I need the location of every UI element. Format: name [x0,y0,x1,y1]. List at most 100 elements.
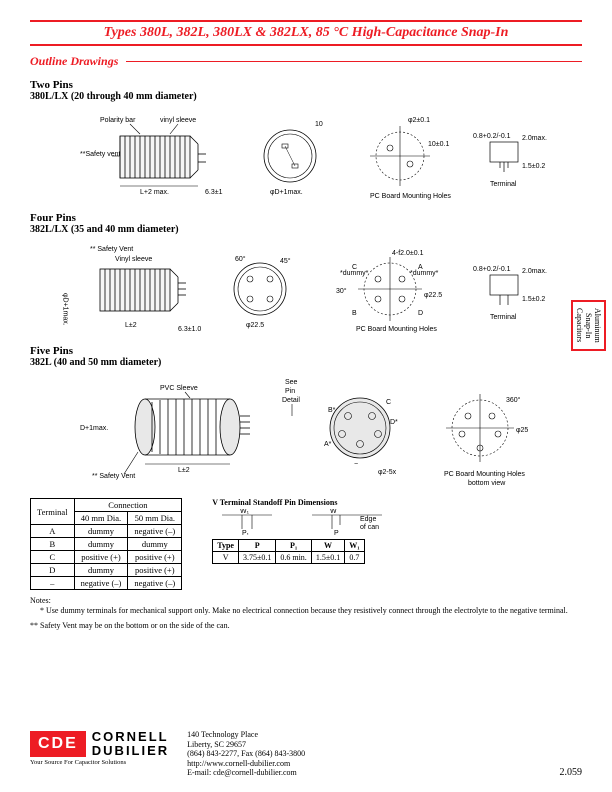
th-terminal: Terminal [31,499,75,525]
svg-text:** Safety Vent: ** Safety Vent [90,246,133,253]
svg-text:6.3±1.0: 6.3±1.0 [178,326,201,333]
table-row: V 3.75±0.1 0.6 min. 1.5±0.1 0.7 [213,552,364,564]
svg-text:φD+1max.: φD+1max. [270,189,303,196]
svg-text:B*: B* [328,407,336,414]
svg-text:bottom view: bottom view [468,480,506,487]
svg-text:**Safety vent: **Safety vent [80,151,121,158]
pin-dimensions-block: V Terminal Standoff Pin Dimensions W₁ W E… [212,498,392,564]
th-40: 40 mm Dia. [74,512,128,525]
svg-text:W₁: W₁ [240,509,250,515]
svg-text:** Safety Vent: ** Safety Vent [92,473,135,480]
svg-text:Detail: Detail [282,397,300,404]
svg-text:L+2 max.: L+2 max. [140,189,169,196]
svg-text:D*: D* [390,419,398,426]
five-pins-drawing: PVC Sleeve D+1max. ** Safety Vent L±2 Se… [30,372,582,492]
svg-text:1.5±0.2: 1.5±0.2 [522,296,545,303]
table-row: Ddummypositive (+) [31,564,182,577]
svg-text:10: 10 [315,121,323,128]
svg-text:vinyl sleeve: vinyl sleeve [160,117,196,124]
address: 140 Technology Place Liberty, SC 29657 (… [187,730,305,778]
svg-text:0.8+0.2/-0.1: 0.8+0.2/-0.1 [473,133,511,140]
svg-text:φ25: φ25 [516,427,528,434]
svg-text:L±2: L±2 [178,467,190,474]
svg-text:P: P [334,530,339,535]
tables-row: Terminal Connection 40 mm Dia. 50 mm Dia… [30,498,582,590]
svg-text:Pin: Pin [285,388,295,395]
svg-text:B: B [352,310,357,317]
pin-table: Type P P₁ W W₁ V 3.75±0.1 0.6 min. 1.5±0… [212,539,364,564]
svg-text:φ22.5: φ22.5 [246,322,264,329]
th-connection: Connection [74,499,182,512]
four-pins-head: Four Pins [30,212,582,224]
svg-text:A: A [418,264,423,271]
two-pins-sub: 380L/LX (20 through 40 mm diameter) [30,91,582,102]
svg-text:φ2-5x: φ2-5x [378,469,397,476]
svg-text:2.0max.: 2.0max. [522,135,547,142]
five-pins-sub: 382L (40 and 50 mm diameter) [30,357,582,368]
svg-text:*dummy*: *dummy* [340,270,369,277]
notes: Notes: * Use dummy terminals for mechani… [30,596,582,631]
svg-text:φD+1max.: φD+1max. [62,293,69,326]
table-row: Cpositive (+)positive (+) [31,551,182,564]
four-pins-drawing: ** Safety Vent Vinyl sleeve φD+1max. L±2… [30,239,582,339]
svg-text:0.8+0.2/-0.1: 0.8+0.2/-0.1 [473,266,511,273]
svg-text:Polarity bar: Polarity bar [100,117,136,124]
svg-text:See: See [285,379,298,386]
svg-text:10±0.1: 10±0.1 [428,141,449,148]
svg-text:4-f2.0±0.1: 4-f2.0±0.1 [392,250,424,257]
logo-icon: CDE [30,731,86,757]
two-pins-head: Two Pins [30,79,582,91]
svg-text:PC Board Mounting Holes: PC Board Mounting Holes [444,471,525,478]
pin-diagram: W₁ W Edgeof can P P₁ [212,509,392,535]
svg-text:L±2: L±2 [125,322,137,329]
svg-text:PC Board Mounting Holes: PC Board Mounting Holes [356,326,437,333]
svg-text:Edge: Edge [360,516,376,523]
svg-text:*dummy*: *dummy* [410,270,439,277]
svg-text:PVC Sleeve: PVC Sleeve [160,385,198,392]
table-row: Bdummydummy [31,538,182,551]
svg-text:PC Board Mounting Holes: PC Board Mounting Holes [370,193,451,200]
note-1: * Use dummy terminals for mechanical sup… [30,606,582,616]
logo-block: CDE CORNELL DUBILIER Your Source For Cap… [30,730,305,778]
title-bar: Types 380L, 382L, 380LX & 382LX, 85 °C H… [30,20,582,46]
logo-name1: CORNELL [92,730,169,744]
outline-heading-row: Outline Drawings [30,54,582,69]
svg-text:D: D [418,310,423,317]
svg-text:45°: 45° [280,257,291,265]
page-number: 2.059 [560,767,583,778]
th-50: 50 mm Dia. [128,512,182,525]
svg-text:Terminal: Terminal [490,181,517,188]
page-title: Types 380L, 382L, 380LX & 382LX, 85 °C H… [30,25,582,41]
notes-head: Notes: [30,596,582,606]
connection-table: Terminal Connection 40 mm Dia. 50 mm Dia… [30,498,182,590]
outline-heading: Outline Drawings [30,54,126,69]
note-2: ** Safety Vent may be on the bottom or o… [30,621,582,631]
svg-text:360°: 360° [506,396,521,404]
pin-title: V Terminal Standoff Pin Dimensions [212,498,392,507]
svg-text:2.0max.: 2.0max. [522,268,547,275]
table-row: Adummynegative (–) [31,525,182,538]
svg-text:1.5±0.2: 1.5±0.2 [522,163,545,170]
svg-text:W: W [330,509,337,515]
svg-text:D+1max.: D+1max. [80,425,108,432]
two-pins-drawing: Polarity bar vinyl sleeve **Safety vent … [30,106,582,206]
svg-text:Terminal: Terminal [490,314,517,321]
footer: CDE CORNELL DUBILIER Your Source For Cap… [30,730,582,778]
table-row: –negative (–)negative (–) [31,577,182,590]
five-pins-head: Five Pins [30,345,582,357]
svg-text:A*: A* [324,441,332,448]
svg-text:P₁: P₁ [242,530,250,535]
svg-text:60°: 60° [235,255,246,263]
outline-rule [126,61,582,62]
svg-text:Vinyl sleeve: Vinyl sleeve [115,256,152,263]
svg-text:6.3±1: 6.3±1 [205,189,223,196]
tagline: Your Source For Capacitor Solutions [30,759,169,766]
svg-text:of can: of can [360,524,379,531]
svg-text:φ22.5: φ22.5 [424,292,442,299]
svg-text:C: C [386,399,391,406]
four-pins-sub: 382L/LX (35 and 40 mm diameter) [30,224,582,235]
side-tab: Aluminum Snap-In Capacitors [571,300,606,351]
svg-text:−: − [354,461,358,468]
svg-text:C: C [352,264,357,271]
logo-name2: DUBILIER [92,744,169,758]
